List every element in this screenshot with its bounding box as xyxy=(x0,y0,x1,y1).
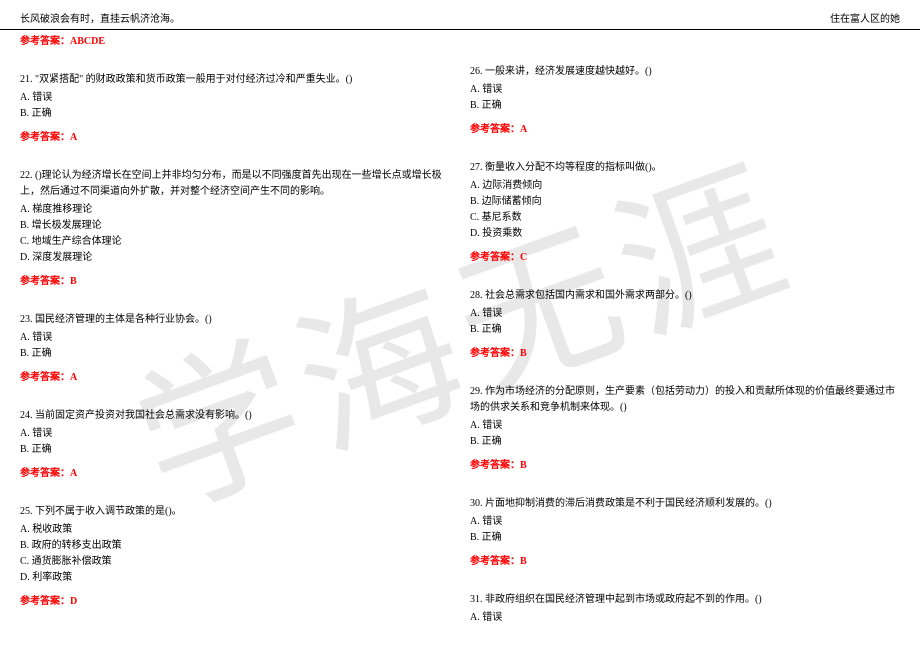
question-answer: 参考答案：B xyxy=(470,458,900,474)
question-option: B. 正确 xyxy=(470,98,900,114)
question-option: B. 正确 xyxy=(20,106,445,122)
header-left-text: 长风破浪会有时，直挂云帆济沧海。 xyxy=(20,10,180,25)
question-answer: 参考答案：D xyxy=(20,594,445,610)
question-text: 25. 下列不属于收入调节政策的是()。 xyxy=(20,504,445,520)
question-option: D. 利率政策 xyxy=(20,570,445,586)
question-21: 21. "双紧搭配" 的财政政策和货币政策一般用于对付经济过冷和严重失业。() … xyxy=(20,72,445,146)
question-option: D. 投资乘数 xyxy=(470,226,900,242)
question-option: B. 正确 xyxy=(20,346,445,362)
question-option: A. 错误 xyxy=(470,514,900,530)
question-option: A. 税收政策 xyxy=(20,522,445,538)
question-28: 28. 社会总需求包括国内需求和国外需求两部分。() A. 错误 B. 正确 参… xyxy=(470,288,900,362)
question-text: 24. 当前固定资产投资对我国社会总需求没有影响。() xyxy=(20,408,445,424)
question-text: 28. 社会总需求包括国内需求和国外需求两部分。() xyxy=(470,288,900,304)
question-text: 21. "双紧搭配" 的财政政策和货币政策一般用于对付经济过冷和严重失业。() xyxy=(20,72,445,88)
question-option: C. 基尼系数 xyxy=(470,210,900,226)
question-text: 27. 衡量收入分配不均等程度的指标叫做()。 xyxy=(470,160,900,176)
question-text: 29. 作为市场经济的分配原则，生产要素（包括劳动力）的投入和贡献所体现的价值最… xyxy=(470,384,900,416)
question-option: C. 地域生产综合体理论 xyxy=(20,234,445,250)
question-answer: 参考答案：B xyxy=(470,554,900,570)
question-answer: 参考答案：B xyxy=(470,346,900,362)
question-answer: 参考答案：A xyxy=(470,122,900,138)
question-option: A. 边际消费倾向 xyxy=(470,178,900,194)
question-answer: 参考答案：A xyxy=(20,130,445,146)
question-22: 22. ()理论认为经济增长在空间上并非均匀分布，而是以不同强度首先出现在一些增… xyxy=(20,168,445,290)
question-25: 25. 下列不属于收入调节政策的是()。 A. 税收政策 B. 政府的转移支出政… xyxy=(20,504,445,610)
question-option: A. 错误 xyxy=(470,418,900,434)
top-answer: 参考答案：ABCDE xyxy=(20,34,445,50)
question-option: C. 通货膨胀补偿政策 xyxy=(20,554,445,570)
question-23: 23. 国民经济管理的主体是各种行业协会。() A. 错误 B. 正确 参考答案… xyxy=(20,312,445,386)
question-option: B. 正确 xyxy=(20,442,445,458)
page-header: 长风破浪会有时，直挂云帆济沧海。 住在富人区的她 xyxy=(0,0,920,30)
question-26: 26. 一般来讲，经济发展速度越快越好。() A. 错误 B. 正确 参考答案：… xyxy=(470,64,900,138)
question-answer: 参考答案：B xyxy=(20,274,445,290)
question-option: A. 错误 xyxy=(20,330,445,346)
question-option: B. 正确 xyxy=(470,434,900,450)
question-29: 29. 作为市场经济的分配原则，生产要素（包括劳动力）的投入和贡献所体现的价值最… xyxy=(470,384,900,474)
question-27: 27. 衡量收入分配不均等程度的指标叫做()。 A. 边际消费倾向 B. 边际储… xyxy=(470,160,900,266)
question-option: A. 错误 xyxy=(20,426,445,442)
question-option: A. 梯度推移理论 xyxy=(20,202,445,218)
question-text: 30. 片面地抑制消费的滞后消费政策是不利于国民经济顺利发展的。() xyxy=(470,496,900,512)
question-answer: 参考答案：A xyxy=(20,466,445,482)
header-right-text: 住在富人区的她 xyxy=(830,10,900,25)
question-text: 23. 国民经济管理的主体是各种行业协会。() xyxy=(20,312,445,328)
question-option: A. 错误 xyxy=(20,90,445,106)
question-option: B. 政府的转移支出政策 xyxy=(20,538,445,554)
right-column: 26. 一般来讲，经济发展速度越快越好。() A. 错误 B. 正确 参考答案：… xyxy=(460,34,900,648)
question-option: B. 正确 xyxy=(470,530,900,546)
question-answer: 参考答案：C xyxy=(470,250,900,266)
question-option: B. 增长极发展理论 xyxy=(20,218,445,234)
left-column: 参考答案：ABCDE 21. "双紧搭配" 的财政政策和货币政策一般用于对付经济… xyxy=(20,34,460,648)
question-option: D. 深度发展理论 xyxy=(20,250,445,266)
question-30: 30. 片面地抑制消费的滞后消费政策是不利于国民经济顺利发展的。() A. 错误… xyxy=(470,496,900,570)
question-option: A. 错误 xyxy=(470,82,900,98)
question-text: 26. 一般来讲，经济发展速度越快越好。() xyxy=(470,64,900,80)
question-24: 24. 当前固定资产投资对我国社会总需求没有影响。() A. 错误 B. 正确 … xyxy=(20,408,445,482)
question-text: 22. ()理论认为经济增长在空间上并非均匀分布，而是以不同强度首先出现在一些增… xyxy=(20,168,445,200)
question-option: B. 边际储蓄倾向 xyxy=(470,194,900,210)
question-option: A. 错误 xyxy=(470,306,900,322)
question-31: 31. 非政府组织在国民经济管理中起到市场或政府起不到的作用。() A. 错误 xyxy=(470,592,900,626)
question-answer: 参考答案：A xyxy=(20,370,445,386)
question-text: 31. 非政府组织在国民经济管理中起到市场或政府起不到的作用。() xyxy=(470,592,900,608)
question-option: B. 正确 xyxy=(470,322,900,338)
question-option: A. 错误 xyxy=(470,610,900,626)
content-area: 参考答案：ABCDE 21. "双紧搭配" 的财政政策和货币政策一般用于对付经济… xyxy=(0,30,920,648)
